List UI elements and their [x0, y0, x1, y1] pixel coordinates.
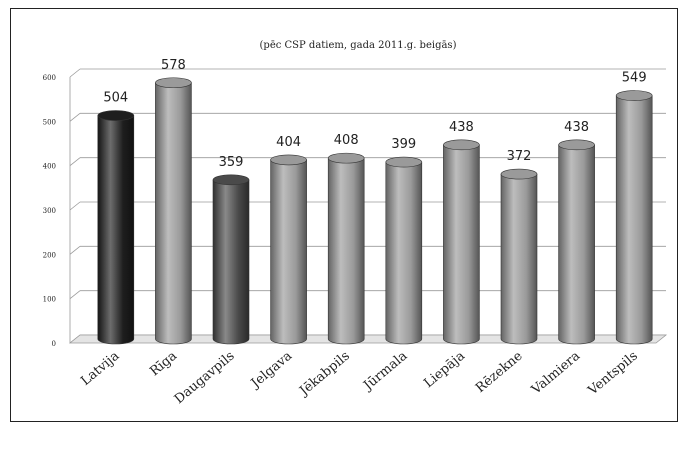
x-tick-label: Rīga [147, 348, 180, 379]
data-label: 404 [276, 135, 301, 150]
data-label: 372 [507, 149, 532, 164]
x-tick-label: Valmiera [528, 348, 583, 398]
data-label: 549 [622, 71, 647, 86]
gridline-depth [69, 246, 81, 255]
data-label: 438 [564, 120, 589, 135]
gridline-depth [69, 157, 81, 166]
data-label: 399 [391, 137, 416, 152]
bar [615, 90, 653, 345]
data-label: 578 [161, 58, 186, 73]
x-tick-label: Jūrmala [360, 348, 411, 394]
bar [212, 174, 250, 345]
y-axis-ticks: 0 100 200 300 400 500 600 [43, 74, 56, 348]
bar [270, 154, 307, 345]
y-tick-label: 300 [43, 207, 56, 215]
bar [558, 139, 595, 345]
data-label: 504 [103, 91, 128, 106]
y-tick-label: 100 [43, 296, 56, 304]
data-label: 408 [334, 133, 359, 148]
gridline-depth [69, 113, 81, 122]
x-tick-label: Jelgava [247, 348, 295, 392]
data-label: 359 [219, 155, 244, 170]
bar [327, 152, 365, 345]
x-tick-label: Jēkabpils [296, 349, 353, 400]
x-tick-label: Rēzekne [473, 348, 526, 396]
data-label: 438 [449, 120, 474, 135]
data-labels: 504 578 359 404 408 399 438 372 438 549 [103, 58, 646, 170]
y-tick-label: 0 [52, 340, 56, 348]
bar [97, 110, 135, 345]
y-tick-label: 500 [43, 118, 56, 126]
x-tick-label: Liepāja [421, 348, 468, 391]
x-tick-label: Ventspils [585, 349, 641, 399]
x-tick-label: Daugavpils [172, 349, 238, 408]
bar [443, 139, 480, 345]
bar [385, 156, 423, 345]
bars [97, 77, 653, 345]
y-tick-label: 400 [43, 163, 56, 171]
chart-subtitle: (pēc CSP datiem, gada 2011.g. beigās) [260, 40, 457, 51]
y-tick-label: 600 [43, 74, 56, 82]
gridline-depth [69, 290, 81, 299]
bar [500, 168, 538, 345]
y-tick-label: 200 [43, 251, 56, 259]
bar [155, 77, 192, 345]
x-tick-label: Latvija [78, 348, 122, 389]
gridline-depth [69, 68, 81, 78]
gridline-depth [69, 201, 81, 211]
